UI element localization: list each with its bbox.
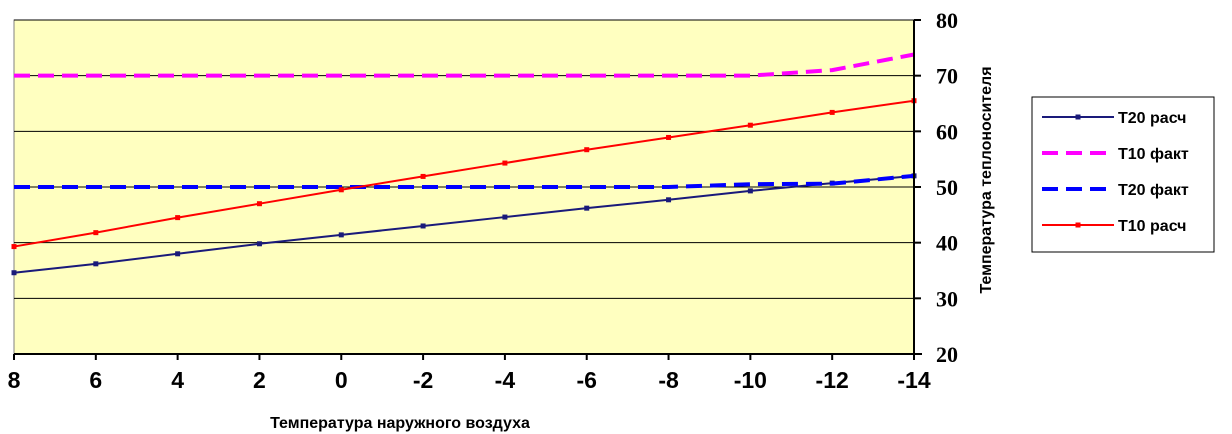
data-point	[747, 122, 753, 128]
data-point	[11, 244, 17, 250]
data-point	[502, 160, 508, 166]
y-tick-label: 80	[936, 8, 958, 33]
x-tick-label: -4	[495, 367, 516, 393]
data-point	[420, 173, 426, 179]
x-tick-label: 8	[8, 367, 21, 393]
y-tick-label: 30	[936, 286, 958, 311]
x-axis-label: Температура наружного воздуха	[270, 415, 530, 432]
data-point	[338, 232, 344, 238]
legend-label: Т20 факт	[1118, 182, 1189, 199]
series-layer	[11, 52, 917, 276]
data-point	[256, 201, 262, 207]
legend-label: Т10 факт	[1118, 146, 1189, 163]
series-line	[14, 52, 915, 78]
y-tick-label: 40	[936, 231, 958, 256]
x-tick-label: -8	[658, 367, 679, 393]
legend-label: Т20 расч	[1118, 110, 1186, 127]
y-tick-label: 70	[936, 64, 958, 89]
data-point	[502, 214, 508, 220]
data-point	[256, 241, 262, 247]
x-tick-label: 6	[89, 367, 102, 393]
data-point	[747, 188, 753, 194]
x-tick-label: 4	[171, 367, 184, 393]
y-axis-label: Температура теплоносителя	[978, 66, 995, 293]
data-point	[420, 223, 426, 229]
series-line	[13, 174, 915, 274]
x-tick-label: 0	[335, 367, 348, 393]
y-tick-label: 60	[936, 119, 958, 144]
data-point	[175, 251, 181, 257]
x-tick-label: -12	[816, 367, 849, 393]
legend-marker	[1075, 114, 1081, 120]
data-point	[175, 215, 181, 221]
data-point	[338, 187, 344, 193]
legend-box	[1031, 96, 1215, 253]
y-tick-labels: 20 30 40 50 60 70 80	[936, 8, 958, 367]
series-line	[14, 173, 915, 189]
data-point	[93, 261, 99, 267]
series-line	[13, 99, 915, 248]
x-tick-label: -14	[897, 367, 930, 393]
data-point	[584, 205, 590, 211]
data-point	[93, 230, 99, 236]
data-point	[11, 270, 17, 276]
legend-label: Т10 расч	[1118, 218, 1186, 235]
axes	[13, 19, 922, 360]
data-point	[666, 134, 672, 140]
data-point	[666, 197, 672, 203]
x-tick-label: -10	[734, 367, 767, 393]
data-point	[829, 109, 835, 115]
x-tick-label: -2	[413, 367, 433, 393]
x-tick-label: -6	[577, 367, 597, 393]
y-tick-label: 50	[936, 175, 958, 200]
x-tick-labels: 8 6 4 2 0 -2 -4 -6 -8 -10 -12 -14	[8, 367, 931, 393]
x-tick-label: 2	[253, 367, 266, 393]
y-tick-label: 20	[936, 342, 958, 367]
legend-marker	[1075, 222, 1081, 228]
data-point	[584, 147, 590, 153]
legend: Т20 расч Т10 факт Т20 факт Т10 расч	[1031, 96, 1215, 253]
